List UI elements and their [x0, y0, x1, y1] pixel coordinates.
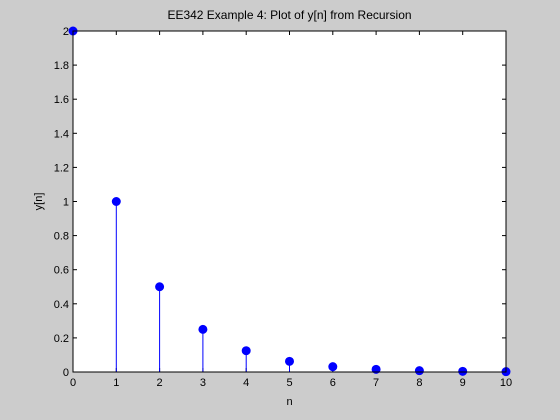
stem-marker — [111, 197, 121, 206]
stem-marker — [198, 324, 208, 334]
stem-marker — [285, 356, 294, 366]
plot-area — [73, 31, 506, 372]
y-tick-label: 0 — [63, 367, 69, 379]
x-tick-label: 5 — [286, 377, 292, 389]
y-tick-label: 0.8 — [54, 231, 69, 243]
y-tick-label: 1.6 — [54, 94, 69, 106]
x-tick-label: 7 — [373, 377, 379, 389]
stem-marker — [155, 282, 165, 292]
stem-marker — [328, 362, 338, 372]
y-tick-label: 2 — [63, 26, 69, 38]
x-tick-label: 1 — [113, 377, 119, 389]
y-tick-label: 0.4 — [54, 299, 69, 311]
y-axis-label: y[n] — [33, 193, 45, 211]
y-tick-label: 1.4 — [54, 128, 69, 140]
stem-marker — [241, 346, 251, 356]
x-tick-label: 0 — [70, 377, 76, 389]
y-tick-label: 1.8 — [54, 60, 69, 72]
chart-title: EE342 Example 4: Plot of y[n] from Recur… — [167, 8, 412, 22]
x-tick-label: 9 — [460, 377, 466, 389]
y-tick-label: 1.2 — [54, 162, 69, 174]
plot-frame — [72, 30, 507, 373]
x-tick-label: 3 — [200, 377, 206, 389]
stem-marker — [414, 366, 424, 376]
x-tick-label: 4 — [243, 377, 249, 389]
stem-marker — [458, 366, 468, 376]
y-tick-label: 0.2 — [54, 333, 69, 345]
y-tick-label: 1 — [63, 197, 69, 209]
x-axis-label: n — [286, 396, 292, 408]
x-tick-label: 8 — [416, 377, 422, 389]
y-tick-label: 0.6 — [54, 265, 69, 277]
x-tick-label: 2 — [157, 377, 163, 389]
x-tick-label: 6 — [330, 377, 336, 389]
x-tick-label: 10 — [500, 377, 512, 389]
stem-marker — [371, 364, 381, 374]
